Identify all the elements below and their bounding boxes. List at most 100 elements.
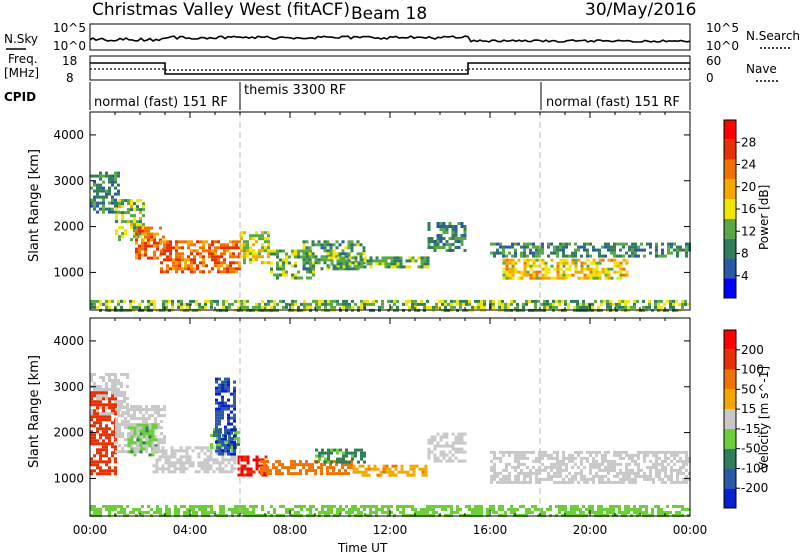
echo-cell xyxy=(96,439,99,443)
echo-cell xyxy=(159,511,162,514)
echo-cell xyxy=(255,458,259,462)
echo-cell xyxy=(133,208,136,212)
nave-tick-bottom: 0 xyxy=(706,71,714,85)
echo-cell xyxy=(442,444,446,448)
echo-cell xyxy=(553,248,556,252)
echo-cell xyxy=(261,234,264,238)
echo-cell xyxy=(108,442,111,446)
echo-cell xyxy=(399,256,403,260)
echo-cell xyxy=(90,409,93,412)
echo-cell xyxy=(430,240,434,243)
echo-cell xyxy=(163,246,166,250)
echo-cell xyxy=(267,231,270,235)
echo-region xyxy=(352,464,428,477)
echo-cell xyxy=(592,248,595,252)
echo-cell xyxy=(90,186,93,190)
echo-cell xyxy=(202,264,205,268)
echo-cell xyxy=(191,449,195,453)
echo-cell xyxy=(96,397,99,400)
echo-cell xyxy=(646,453,649,457)
echo-cell xyxy=(565,465,568,469)
echo-cell xyxy=(159,238,162,242)
echo-cell xyxy=(342,299,345,303)
echo-cell xyxy=(111,379,114,382)
echo-cell xyxy=(345,305,348,309)
echo-cell xyxy=(517,465,520,469)
echo-cell xyxy=(243,240,246,244)
echo-cell xyxy=(136,432,139,436)
echo-cell xyxy=(222,508,225,511)
echo-cell xyxy=(646,465,649,469)
echo-cell xyxy=(387,505,390,508)
echo-cell xyxy=(442,246,446,249)
echo-cell xyxy=(477,305,480,309)
echo-cell xyxy=(543,305,546,309)
echo-cell xyxy=(448,222,452,225)
echo-cell xyxy=(145,411,148,415)
echo-cell xyxy=(375,262,379,266)
echo-cell xyxy=(127,450,131,454)
echo-cell xyxy=(556,468,559,472)
echo-cell xyxy=(191,464,195,468)
echo-cell xyxy=(592,480,595,484)
echo-cell xyxy=(165,508,168,511)
x-tick-label: 04:00 xyxy=(173,523,208,537)
echo-cell xyxy=(594,299,597,303)
echo-cell xyxy=(175,264,178,268)
echo-cell xyxy=(562,453,565,457)
echo-cell xyxy=(379,470,383,474)
echo-cell xyxy=(507,508,510,511)
echo-cell xyxy=(616,242,619,246)
echo-cell xyxy=(232,252,235,256)
echo-cell xyxy=(646,477,649,481)
echo-cell xyxy=(529,474,532,478)
freq-unit-label: [MHz] xyxy=(4,66,39,80)
echo-cell xyxy=(661,450,664,454)
echo-cell xyxy=(96,394,99,397)
echo-cell xyxy=(90,376,93,379)
echo-cell xyxy=(445,432,449,436)
echo-cell xyxy=(102,409,105,413)
echo-cell xyxy=(510,508,513,511)
echo-cell xyxy=(93,189,96,193)
colorbar-tick-label: 8 xyxy=(741,247,749,261)
echo-region xyxy=(315,448,366,464)
echo-cell xyxy=(117,388,120,391)
echo-cell xyxy=(327,454,330,458)
echo-cell xyxy=(144,232,147,236)
echo-cell xyxy=(672,302,675,306)
echo-cell xyxy=(90,472,93,476)
echo-cell xyxy=(233,434,236,438)
echo-cell xyxy=(235,240,238,244)
echo-cell xyxy=(655,465,658,469)
echo-cell xyxy=(338,252,342,256)
colorbar-tick-label: 200 xyxy=(741,343,764,357)
echo-cell xyxy=(369,511,372,514)
echo-cell xyxy=(535,251,538,255)
echo-cell xyxy=(615,505,618,508)
echo-cell xyxy=(261,237,264,241)
echo-cell xyxy=(619,273,623,277)
echo-cell xyxy=(297,252,300,256)
echo-cell xyxy=(121,447,124,451)
echo-cell xyxy=(505,468,508,472)
echo-cell xyxy=(387,511,390,514)
echo-cell xyxy=(634,480,637,484)
echo-cell xyxy=(342,265,346,269)
echo-cell xyxy=(102,210,105,214)
echo-cell xyxy=(532,251,535,255)
echo-cell xyxy=(474,511,477,514)
echo-cell xyxy=(172,264,175,268)
echo-cell xyxy=(294,261,297,265)
echo-cell xyxy=(411,259,415,263)
echo-cell xyxy=(607,242,610,246)
echo-cell xyxy=(610,462,613,466)
echo-cell xyxy=(214,258,217,262)
echo-cell xyxy=(317,258,321,262)
echo-cell xyxy=(136,429,139,433)
echo-cell xyxy=(564,511,567,514)
echo-cell xyxy=(450,508,453,511)
echo-cell xyxy=(498,302,501,306)
echo-cell xyxy=(96,189,99,193)
